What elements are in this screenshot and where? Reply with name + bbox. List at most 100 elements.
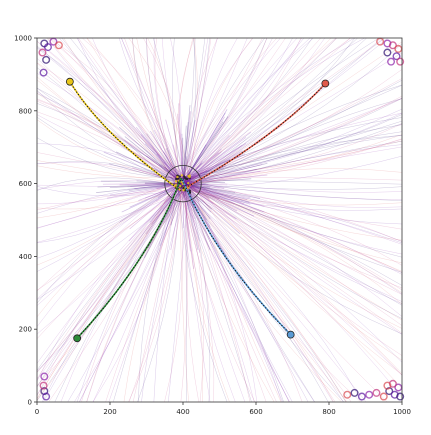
background-trajectory	[182, 162, 268, 184]
background-trajectory	[189, 37, 198, 177]
background-trajectory	[36, 190, 189, 401]
background-trajectory	[187, 144, 403, 189]
background-trajectory	[131, 151, 184, 184]
background-trajectory	[36, 119, 188, 180]
background-trajectory	[177, 178, 255, 403]
background-trajectory	[182, 137, 247, 184]
background-trajectory	[48, 184, 184, 403]
background-trajectory	[181, 188, 403, 302]
background-trajectory	[176, 138, 403, 184]
background-trajectory	[182, 182, 403, 289]
hub-point	[174, 180, 178, 183]
background-trajectory	[183, 177, 403, 245]
background-trajectory	[188, 181, 388, 403]
background-trajectory	[179, 189, 347, 403]
background-trajectory	[182, 116, 225, 184]
background-trajectory	[172, 144, 184, 184]
background-trajectory	[182, 168, 257, 184]
background-trajectory	[103, 151, 184, 184]
background-trajectory	[176, 181, 290, 403]
background-trajectory	[182, 183, 235, 204]
background-trajectory	[172, 37, 184, 177]
background-trajectory	[124, 139, 184, 184]
boundary-marker	[392, 52, 401, 61]
hub-point	[174, 183, 178, 186]
background-trajectory	[36, 189, 189, 318]
background-trajectory	[147, 37, 179, 187]
background-trajectory	[108, 176, 183, 403]
background-trajectory	[36, 47, 183, 179]
background-trajectory	[180, 179, 403, 376]
background-trajectory	[36, 179, 179, 266]
background-trajectory	[179, 183, 252, 403]
background-trajectory	[47, 37, 190, 181]
background-trajectory	[120, 37, 181, 186]
background-trajectory	[86, 187, 186, 403]
background-trajectory	[152, 37, 180, 191]
background-trajectory	[36, 177, 176, 191]
background-trajectory	[36, 161, 182, 184]
background-trajectory	[146, 37, 178, 180]
y-tick-label: 200	[19, 326, 32, 334]
boundary-marker	[43, 43, 52, 52]
background-trajectory	[189, 37, 385, 179]
background-trajectory	[36, 79, 187, 191]
background-trajectory	[182, 183, 199, 251]
background-trajectory	[36, 117, 183, 181]
background-trajectory	[182, 144, 243, 184]
background-trajectory	[181, 183, 403, 389]
background-trajectory	[140, 134, 184, 184]
background-trajectory	[132, 37, 184, 187]
background-trajectory	[183, 134, 403, 179]
background-trajectory	[121, 37, 181, 191]
background-trajectory	[36, 187, 183, 291]
background-trajectory	[36, 45, 180, 188]
background-trajectory	[181, 177, 403, 181]
background-trajectory	[189, 185, 282, 403]
background-trajectory	[186, 179, 403, 273]
background-trajectory	[36, 180, 189, 387]
background-trajectory	[183, 146, 403, 185]
hub-point	[179, 184, 182, 188]
background-trajectory	[36, 111, 178, 182]
x-tick-label: 200	[103, 408, 116, 416]
background-trajectory	[178, 103, 184, 184]
boundary-marker	[350, 388, 359, 397]
background-trajectory	[182, 162, 202, 184]
background-trajectory	[188, 178, 403, 356]
background-trajectory	[36, 181, 184, 335]
background-trajectory	[97, 183, 184, 188]
boundary-marker	[343, 390, 352, 399]
background-trajectory	[175, 176, 403, 376]
background-trajectory	[178, 37, 326, 188]
background-trajectory	[159, 183, 184, 246]
background-trajectory	[189, 155, 403, 188]
background-trajectory	[179, 37, 298, 184]
background-trajectory	[109, 163, 184, 184]
background-trajectory	[48, 37, 188, 185]
background-trajectory	[182, 109, 228, 184]
background-trajectory	[86, 37, 181, 188]
background-trajectory	[63, 37, 180, 182]
background-trajectory	[189, 37, 332, 184]
background-trajectory	[36, 182, 179, 373]
background-trajectory	[183, 37, 302, 187]
background-trajectory	[182, 112, 403, 179]
background-trajectory	[182, 183, 228, 186]
background-trajectory	[182, 183, 238, 212]
background-trajectory	[185, 37, 218, 187]
background-trajectory	[78, 182, 184, 403]
background-trajectory	[187, 140, 403, 179]
background-trajectory	[182, 37, 355, 177]
background-trajectory	[181, 37, 268, 188]
background-trajectory	[153, 37, 181, 178]
background-trajectory	[182, 125, 187, 184]
background-trajectory	[92, 179, 182, 403]
background-trajectory	[36, 98, 178, 180]
x-axis: 0 200 400 600 800 1000	[35, 402, 411, 416]
background-trajectory	[181, 37, 263, 177]
background-trajectory	[182, 180, 267, 403]
background-trajectory	[36, 184, 178, 371]
background-trajectory	[105, 185, 189, 403]
